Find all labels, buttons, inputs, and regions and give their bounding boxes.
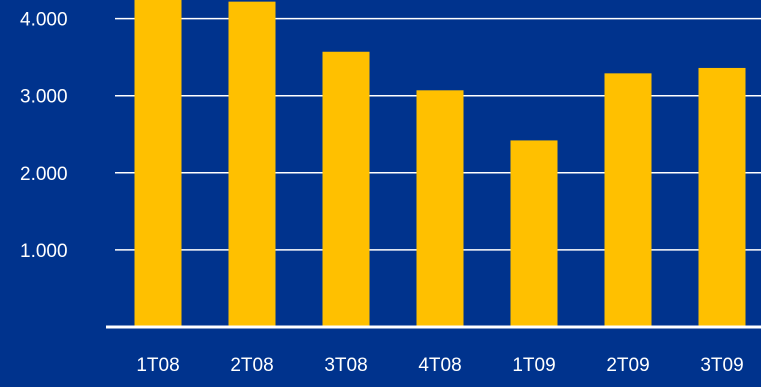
x-tick-label: 3T09 xyxy=(700,355,743,376)
x-tick-labels: 1T08 2T08 3T08 4T08 1T09 2T09 3T09 xyxy=(136,355,743,376)
x-tick-label: 2T08 xyxy=(230,355,273,376)
y-tick-label: 1.000 xyxy=(20,241,68,262)
bar-1t09 xyxy=(510,140,558,327)
x-tick-label: 2T09 xyxy=(606,355,649,376)
y-tick-labels: 1.000 2.000 3.000 4.000 xyxy=(20,10,68,262)
x-tick-label: 3T08 xyxy=(324,355,367,376)
y-tick-label: 4.000 xyxy=(20,10,68,31)
y-tick-label: 2.000 xyxy=(20,164,68,185)
bar-4t08 xyxy=(416,90,464,327)
x-tick-label: 4T08 xyxy=(418,355,461,376)
bars xyxy=(134,0,746,328)
bar-2t08 xyxy=(228,1,276,327)
bar-3t09 xyxy=(698,67,746,327)
bar-3t08 xyxy=(322,51,370,328)
x-tick-label: 1T09 xyxy=(512,355,555,376)
x-tick-label: 1T08 xyxy=(136,355,179,376)
y-tick-label: 3.000 xyxy=(20,87,68,108)
bar-2t09 xyxy=(604,73,652,327)
bar-1t08 xyxy=(134,0,182,327)
